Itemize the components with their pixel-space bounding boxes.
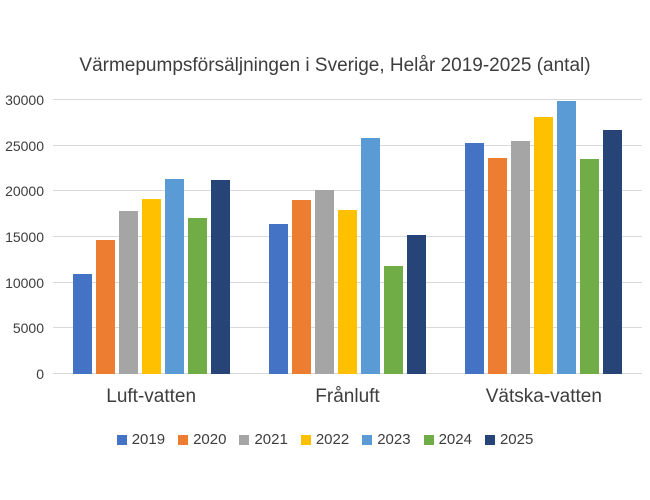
bar-group-2 (249, 100, 445, 374)
bar-2021 (511, 141, 531, 374)
legend-item-2022: 2022 (300, 431, 350, 448)
legend-label: 2022 (315, 431, 350, 448)
bar-2020 (95, 239, 115, 374)
legend-label: 2020 (193, 431, 227, 448)
bar-2022 (337, 209, 357, 374)
bar-group-3 (446, 100, 642, 374)
legend-swatch-icon (423, 434, 434, 445)
legend-item-2023: 2023 (362, 431, 411, 448)
legend-item-2024: 2024 (423, 431, 472, 448)
category-label: Frånluft (315, 386, 380, 407)
legend-swatch-icon (300, 434, 311, 445)
y-tick-label: 20000 (5, 183, 44, 200)
legend-swatch-icon (178, 434, 189, 445)
y-tick-label: 15000 (5, 229, 44, 245)
legend-swatch-icon (362, 434, 373, 445)
bar-2025 (603, 130, 623, 374)
bar-2022 (141, 198, 161, 374)
bar-2021 (314, 189, 334, 374)
gridline (53, 190, 642, 192)
gridline (53, 144, 642, 146)
bar-2025 (210, 180, 230, 374)
gridline (53, 99, 642, 100)
bar-2023 (557, 100, 577, 374)
bar-2019 (268, 224, 288, 374)
bar-2023 (164, 179, 184, 374)
legend-label: 2021 (254, 431, 288, 448)
legend-item-2025: 2025 (484, 431, 534, 448)
bar-group-1 (53, 100, 249, 374)
legend-item-2019: 2019 (116, 431, 166, 448)
bar-2024 (580, 159, 600, 374)
legend-label: 2019 (131, 431, 166, 448)
y-axis: 0 5000 10000 15000 20000 25000 30000 (0, 0, 44, 400)
category-label: Vätska-vatten (485, 386, 602, 407)
y-tick-label: 25000 (5, 137, 44, 154)
category-label: Luft-vatten (106, 386, 197, 407)
bar-2025 (406, 235, 426, 374)
bar-2023 (360, 138, 380, 374)
bar-2019 (72, 273, 92, 374)
bar-2020 (291, 200, 311, 374)
legend: 2019 2020 2021 2022 2023 2024 2025 (0, 431, 650, 448)
bar-2024 (187, 217, 207, 374)
legend-swatch-icon (239, 434, 250, 445)
bar-2022 (534, 117, 554, 374)
y-tick-label: 10000 (5, 274, 44, 291)
y-tick-label: 30000 (5, 92, 44, 108)
bar-2020 (488, 157, 508, 374)
legend-label: 2025 (499, 431, 534, 448)
bar-2019 (465, 142, 485, 374)
legend-swatch-icon (484, 434, 495, 445)
legend-item-2021: 2021 (239, 431, 288, 448)
legend-label: 2023 (377, 431, 411, 448)
y-tick-label: 5000 (12, 320, 44, 337)
plot-area (53, 99, 642, 374)
x-axis: Luft-vatten Frånluft Vätska-vatten (53, 386, 642, 412)
bar-2021 (118, 211, 138, 374)
chart-title: Värmepumpsförsäljningen i Sverige, Helår… (79, 55, 591, 76)
legend-label: 2024 (438, 431, 472, 448)
y-tick-label: 0 (36, 366, 44, 382)
bar-2024 (383, 266, 403, 374)
legend-item-2020: 2020 (178, 431, 226, 448)
legend-swatch-icon (116, 434, 127, 445)
